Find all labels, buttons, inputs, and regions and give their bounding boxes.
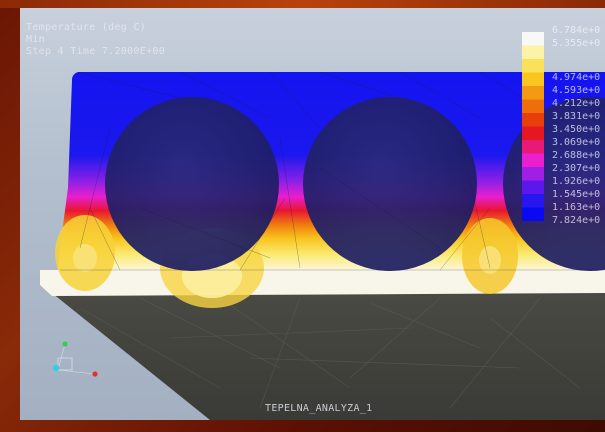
underside-mesh: [79, 297, 581, 409]
legend-value: 3.831e+0: [552, 111, 601, 122]
void-left: [105, 97, 279, 271]
legend-colorbar: [522, 32, 544, 221]
legend-value: 5.355e+0: [552, 38, 601, 49]
legend-value: 4.974e+0: [552, 72, 601, 83]
legend-value: 1.163e+0: [552, 202, 601, 213]
section-mesh: [60, 71, 605, 271]
legend-value: 2.688e+0: [552, 150, 601, 161]
slab-underside: [52, 293, 605, 420]
legend-value: 4.593e+0: [552, 85, 601, 96]
result-type-label: Temperature (deg C): [26, 22, 147, 33]
triad-z-axis: [52, 364, 60, 372]
triad-x-axis: [92, 371, 98, 377]
legend-value: 1.926e+0: [552, 176, 601, 187]
result-qualifier-label: Min: [26, 34, 45, 45]
fem-model-canvas[interactable]: [20, 8, 605, 420]
view-triad[interactable]: [52, 341, 98, 377]
step-time-label: Step 4 Time 7.2000E+00: [26, 46, 166, 57]
window-frame: [0, 0, 605, 8]
legend-value: 2.307e+0: [552, 163, 601, 174]
web-hotspots: [55, 215, 518, 308]
legend-value: 6.784e+0: [552, 25, 601, 36]
legend-value: 1.545e+0: [552, 189, 601, 200]
triad-y-axis: [62, 341, 68, 347]
triad-box: [57, 357, 73, 371]
graphics-viewport[interactable]: Temperature (deg C) Min Step 4 Time 7.20…: [20, 8, 605, 420]
legend-value: 4.212e+0: [552, 98, 601, 109]
slab-bottom-edge: [40, 270, 605, 296]
void-middle: [303, 97, 477, 271]
legend-value: 7.824e+0: [552, 215, 601, 226]
legend-value: 3.450e+0: [552, 124, 601, 135]
model-name-label: TEPELNA_ANALYZA_1: [265, 403, 373, 414]
legend-value: 3.069e+0: [552, 137, 601, 148]
